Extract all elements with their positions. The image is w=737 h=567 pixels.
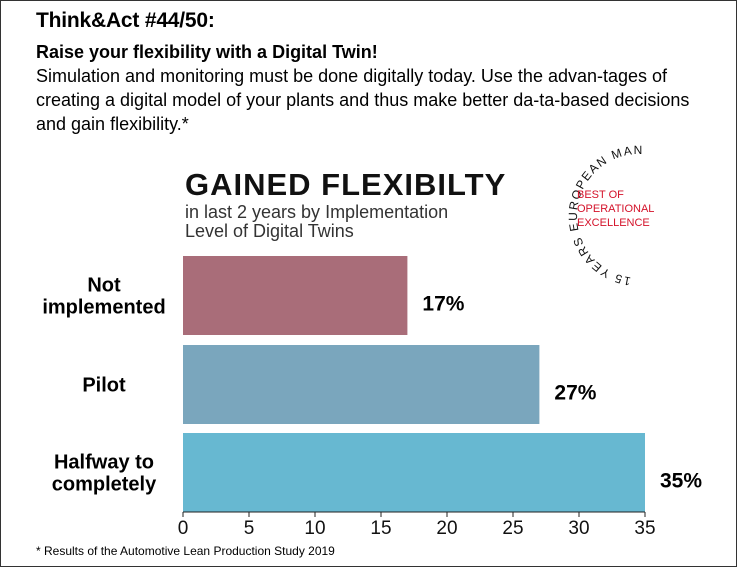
bar-value-label: 35% (660, 470, 702, 493)
badge-line-1: BEST OF (577, 189, 624, 201)
intro-paragraph: Simulation and monitoring must be done d… (36, 66, 690, 134)
study-badge: 15 YEARS EUROPEAN MANUFACTURING STUDY BE… (0, 0, 654, 288)
footnote: * Results of the Automotive Lean Product… (36, 544, 335, 558)
category-label: Pilot (82, 375, 126, 397)
chart-title: GAINED FLEXIBILTY (185, 167, 507, 202)
bar (183, 345, 540, 424)
category-label: implemented (42, 297, 165, 319)
chart-subtitle-line-1: in last 2 years by Implementation (185, 202, 449, 222)
page-subtitle: Raise your flexibility with a Digital Tw… (36, 42, 378, 62)
bar-value-label: 27% (554, 382, 596, 405)
chart-subtitle-line-2: Level of Digital Twins (185, 221, 354, 241)
bar (183, 256, 408, 335)
x-tick-label: 25 (502, 518, 523, 539)
badge-arc-text: 15 YEARS EUROPEAN MANUFACTURING STUDY (0, 0, 644, 288)
x-tick-label: 0 (178, 518, 189, 539)
badge-line-3: EXCELLENCE (577, 217, 650, 229)
bar (183, 433, 645, 512)
x-tick-label: 5 (244, 518, 255, 539)
x-tick-label: 30 (568, 518, 589, 539)
category-label: completely (52, 474, 157, 496)
x-tick-label: 15 (370, 518, 391, 539)
badge-line-2: OPERATIONAL (577, 203, 654, 215)
x-tick-label: 20 (436, 518, 457, 539)
category-label: Halfway to (54, 452, 154, 474)
x-tick-label: 10 (304, 518, 325, 539)
x-tick-label: 35 (634, 518, 655, 539)
category-label: Not (87, 275, 121, 297)
page-title: Think&Act #44/50: (36, 9, 215, 32)
bar-value-label: 17% (422, 293, 464, 316)
